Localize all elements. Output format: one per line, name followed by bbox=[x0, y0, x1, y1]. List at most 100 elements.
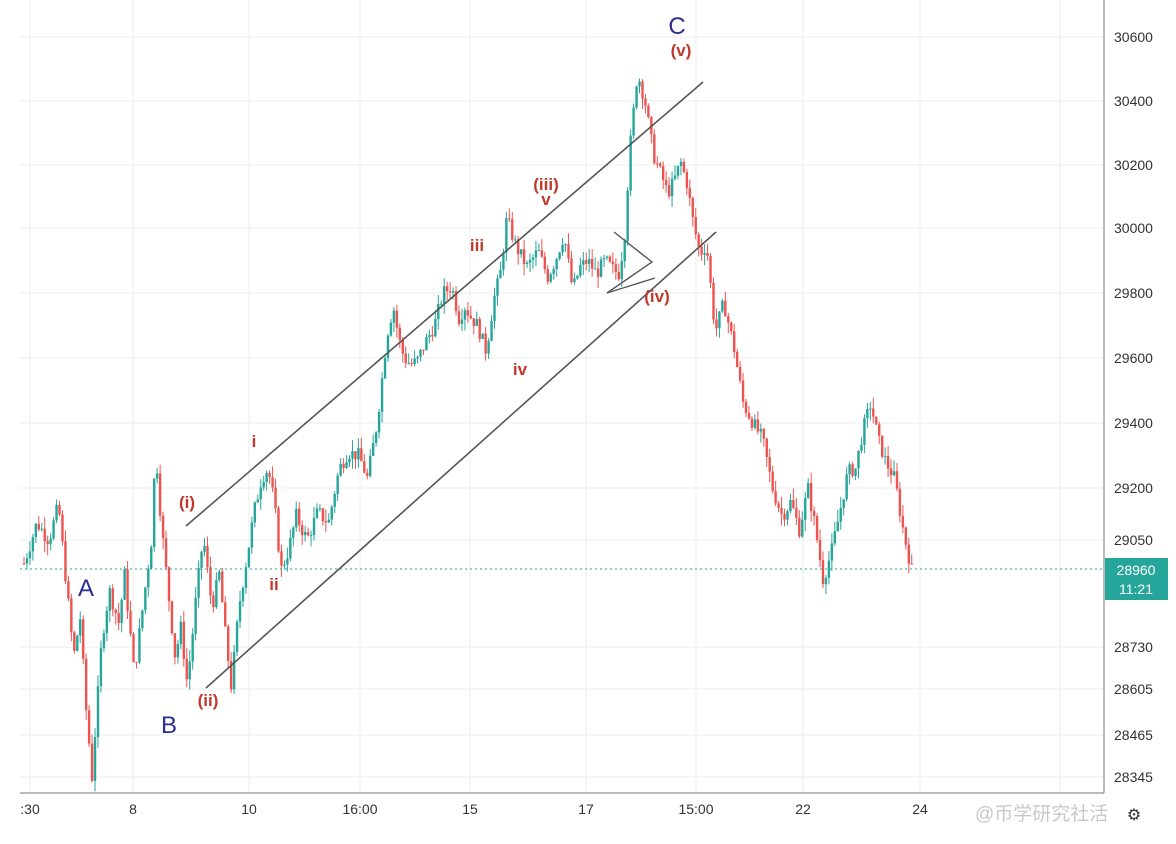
candle-body bbox=[224, 602, 227, 627]
candle-body bbox=[203, 545, 206, 552]
candle-body bbox=[738, 366, 742, 381]
candle-body bbox=[286, 558, 289, 565]
candle-body bbox=[830, 543, 834, 561]
candle-body bbox=[419, 349, 422, 357]
candle-body bbox=[549, 274, 552, 282]
candle-body bbox=[750, 418, 754, 428]
candle-body bbox=[327, 519, 330, 523]
candle-body bbox=[552, 268, 555, 275]
candle-body bbox=[809, 483, 813, 512]
candle-body bbox=[561, 244, 564, 253]
candle-body bbox=[357, 448, 360, 460]
candle-body bbox=[96, 686, 100, 738]
price-badge: 28960 11:21 bbox=[1105, 558, 1168, 600]
candle-body bbox=[484, 333, 487, 354]
candle-body bbox=[676, 165, 680, 176]
candle-body bbox=[801, 519, 804, 537]
candle-body bbox=[706, 253, 709, 256]
candle-body bbox=[37, 523, 40, 530]
candle-body bbox=[25, 558, 29, 564]
candle-body bbox=[656, 163, 659, 165]
candle-body bbox=[404, 353, 407, 364]
candle-body bbox=[688, 188, 692, 199]
candle-body bbox=[499, 269, 502, 279]
wave-label-minor: (iv) bbox=[644, 287, 670, 306]
settings-icon[interactable]: ⚙ bbox=[1127, 807, 1141, 824]
candle-body bbox=[617, 271, 620, 280]
candle-body bbox=[718, 311, 721, 329]
candle-body bbox=[90, 743, 94, 781]
candle-body bbox=[161, 515, 165, 539]
y-tick-label: 29800 bbox=[1114, 285, 1153, 301]
candle-body bbox=[363, 461, 366, 473]
wave-labels: ABC(i)iii(ii)iii(iii)viv(iv)(v) bbox=[78, 13, 691, 739]
candle-body bbox=[673, 175, 677, 179]
wave-label-minor: (iii) bbox=[533, 175, 559, 194]
candle-body bbox=[910, 563, 913, 565]
candle-body bbox=[895, 471, 899, 489]
y-tick-label: 28730 bbox=[1114, 639, 1153, 655]
candle-body bbox=[534, 250, 538, 258]
candle-body bbox=[883, 455, 887, 457]
x-tick-label: 17 bbox=[578, 801, 594, 817]
candle-body bbox=[218, 571, 221, 580]
candle-body bbox=[342, 463, 345, 468]
candle-body bbox=[448, 291, 452, 293]
candle-body bbox=[516, 239, 520, 255]
candle-body bbox=[795, 507, 798, 518]
candle-body bbox=[508, 218, 511, 220]
candle-body bbox=[614, 264, 618, 272]
candle-body bbox=[712, 282, 715, 320]
wave-label-minor: (v) bbox=[671, 41, 692, 60]
y-tick-labels: 30600 30400 30200 30000 29800 29600 29400 29200… bbox=[1114, 29, 1153, 785]
candle-body bbox=[806, 483, 810, 499]
candle-body bbox=[215, 579, 218, 608]
channel-lower-line bbox=[205, 231, 717, 689]
candle-body bbox=[321, 508, 325, 522]
candle-body bbox=[620, 261, 623, 280]
candle-body bbox=[93, 737, 97, 781]
candle-body bbox=[200, 551, 203, 568]
candle-body bbox=[815, 516, 819, 541]
candle-body bbox=[265, 472, 268, 482]
candle-body bbox=[869, 408, 872, 410]
candle-body bbox=[632, 107, 635, 136]
candle-body bbox=[481, 333, 484, 339]
wave-label-minor: (i) bbox=[179, 493, 195, 512]
candle-body bbox=[70, 598, 73, 633]
y-tick-label: 30600 bbox=[1114, 29, 1153, 45]
candle-body bbox=[52, 520, 55, 539]
candle-body bbox=[194, 597, 197, 635]
candle-body bbox=[886, 455, 890, 469]
candle-body bbox=[256, 499, 259, 503]
candle-body bbox=[721, 300, 724, 312]
candle-body bbox=[150, 546, 153, 569]
candle-body bbox=[315, 508, 319, 518]
wave-label-minor: iv bbox=[513, 360, 528, 379]
candle-body bbox=[573, 278, 576, 283]
candle-body bbox=[733, 331, 736, 352]
candle-body bbox=[259, 487, 262, 500]
candle-body bbox=[703, 253, 706, 255]
candle-body bbox=[440, 303, 443, 305]
candle-body bbox=[762, 428, 765, 439]
candle-body bbox=[173, 633, 177, 658]
candle-body bbox=[697, 234, 700, 247]
candle-body bbox=[463, 310, 467, 320]
candle-body bbox=[496, 278, 499, 296]
candle-body bbox=[528, 259, 532, 263]
candle-body bbox=[185, 658, 188, 680]
y-tick-label: 30000 bbox=[1114, 220, 1153, 236]
candle-body bbox=[135, 661, 138, 663]
candle-body bbox=[783, 513, 786, 520]
candle-body bbox=[647, 105, 650, 117]
candle-body bbox=[741, 380, 745, 402]
x-tick-label: 16:00 bbox=[342, 801, 377, 817]
candle-body bbox=[626, 190, 629, 242]
x-tick-label: :30 bbox=[20, 801, 40, 817]
candles-layer bbox=[22, 78, 913, 792]
candle-body bbox=[836, 521, 839, 532]
candle-body bbox=[585, 260, 588, 264]
candle-body bbox=[43, 528, 46, 541]
candle-body bbox=[907, 544, 911, 564]
